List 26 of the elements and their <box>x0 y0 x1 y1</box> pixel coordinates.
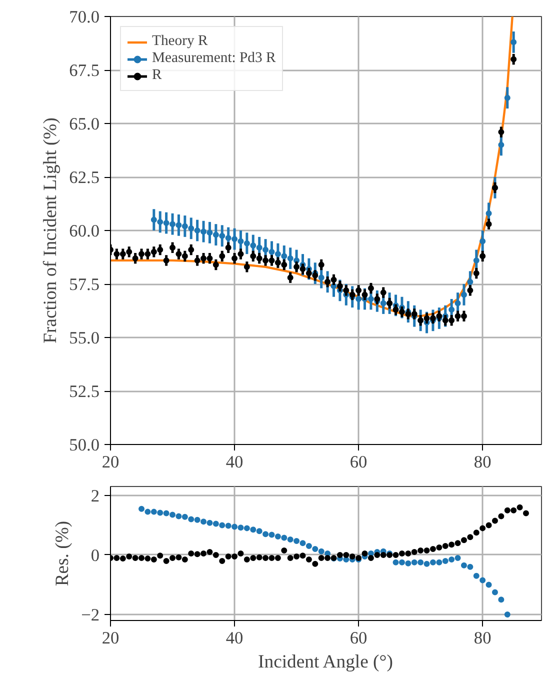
x-tick-label: 40 <box>226 628 244 648</box>
y-tick-label: −2 <box>81 606 100 625</box>
y-axis-title: Fraction of Incident Light (%) <box>40 118 62 344</box>
x-axis-title: Incident Angle (°) <box>258 652 393 672</box>
y-tick-label: 57.5 <box>69 275 100 294</box>
y-tick-label: 65.0 <box>69 114 100 134</box>
y-tick-label: 0 <box>90 546 100 565</box>
y-tick-label: 50.0 <box>69 436 100 454</box>
x-tick-label: 80 <box>474 452 492 472</box>
x-tick-label: 60 <box>350 452 368 472</box>
legend-label: R <box>152 67 163 84</box>
x-tick-label: 60 <box>350 628 368 648</box>
x-tick-label: 20 <box>102 452 120 472</box>
x-tick-label: 80 <box>474 628 492 648</box>
y-tick-label: 2 <box>90 486 100 506</box>
y-tick-label: 67.5 <box>69 61 100 80</box>
y-tick-label: 55.0 <box>69 328 100 348</box>
x-tick-label: 40 <box>226 452 244 472</box>
legend-label: Measurement: Pd3 R <box>152 50 276 67</box>
y-tick-label: 52.5 <box>69 382 100 401</box>
y-tick-label: 62.5 <box>69 168 100 187</box>
legend-label: Theory R <box>152 33 208 50</box>
y-axis-title: Res. (%) <box>52 520 74 586</box>
y-tick-label: 60.0 <box>69 222 100 240</box>
y-tick-label: 70.0 <box>69 8 100 26</box>
x-tick-label: 20 <box>102 628 120 648</box>
